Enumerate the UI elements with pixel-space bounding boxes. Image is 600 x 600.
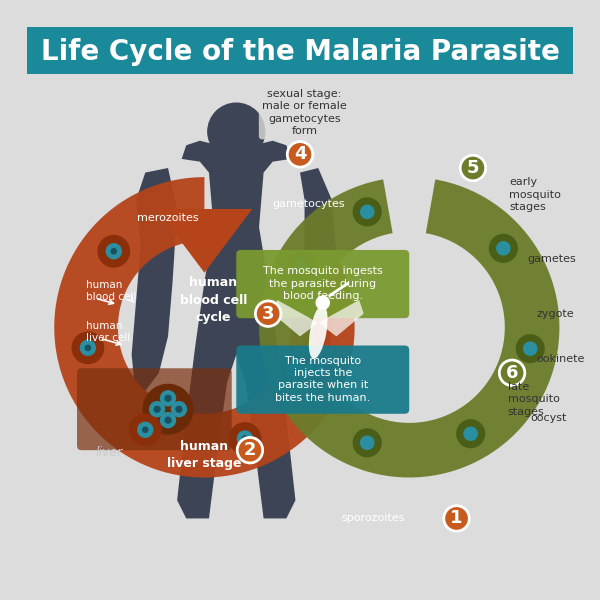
Circle shape — [207, 103, 265, 161]
Circle shape — [360, 436, 374, 450]
Circle shape — [353, 428, 382, 457]
Text: 2: 2 — [244, 441, 256, 459]
Polygon shape — [177, 141, 295, 518]
Polygon shape — [318, 300, 364, 337]
Polygon shape — [54, 177, 355, 478]
Circle shape — [171, 401, 187, 418]
FancyBboxPatch shape — [236, 250, 409, 318]
Circle shape — [237, 437, 263, 463]
Text: sporozoites: sporozoites — [341, 514, 404, 523]
Text: 6: 6 — [506, 364, 518, 382]
FancyBboxPatch shape — [236, 346, 409, 414]
Circle shape — [313, 364, 319, 371]
Text: 4: 4 — [294, 145, 306, 163]
Circle shape — [444, 506, 469, 531]
Circle shape — [129, 413, 161, 446]
Circle shape — [149, 401, 165, 418]
Circle shape — [360, 205, 374, 219]
Circle shape — [175, 406, 182, 413]
Circle shape — [288, 251, 317, 280]
FancyBboxPatch shape — [27, 27, 573, 74]
Circle shape — [71, 331, 104, 364]
Ellipse shape — [309, 305, 328, 359]
FancyBboxPatch shape — [77, 368, 232, 450]
Text: early
mosquito
stages: early mosquito stages — [509, 177, 561, 212]
Text: human
blood cell
cycle: human blood cell cycle — [180, 277, 247, 323]
Polygon shape — [259, 179, 559, 478]
Circle shape — [154, 406, 161, 413]
Circle shape — [137, 422, 154, 438]
Circle shape — [499, 360, 525, 386]
Circle shape — [164, 395, 172, 402]
Text: 5: 5 — [467, 159, 479, 177]
Circle shape — [523, 341, 538, 356]
Circle shape — [256, 301, 281, 326]
Circle shape — [515, 334, 545, 363]
Circle shape — [460, 155, 485, 181]
Text: human
liver stage: human liver stage — [167, 440, 242, 470]
Circle shape — [316, 295, 330, 310]
Text: late
mosquito
stages: late mosquito stages — [508, 382, 559, 417]
Polygon shape — [131, 168, 177, 391]
Circle shape — [229, 422, 261, 455]
Polygon shape — [272, 300, 318, 337]
FancyBboxPatch shape — [27, 74, 573, 573]
Text: Life Cycle of the Malaria Parasite: Life Cycle of the Malaria Parasite — [41, 38, 559, 67]
Text: liver: liver — [95, 446, 122, 458]
Circle shape — [143, 384, 194, 435]
Circle shape — [110, 248, 117, 254]
Circle shape — [242, 435, 248, 442]
Circle shape — [85, 344, 91, 351]
Circle shape — [160, 390, 176, 406]
Circle shape — [142, 427, 149, 433]
Circle shape — [106, 243, 122, 259]
Circle shape — [296, 259, 310, 273]
Circle shape — [299, 352, 332, 384]
Circle shape — [463, 427, 478, 441]
Text: oocyst: oocyst — [530, 413, 566, 424]
Circle shape — [160, 412, 176, 428]
Text: The mosquito ingests
the parasite during
blood feeding.: The mosquito ingests the parasite during… — [263, 266, 383, 301]
Text: 1: 1 — [451, 509, 463, 527]
Text: gametocytes: gametocytes — [273, 199, 346, 209]
Polygon shape — [300, 168, 337, 391]
Circle shape — [353, 197, 382, 226]
Text: merozoites: merozoites — [137, 213, 199, 223]
Text: human
liver cell: human liver cell — [86, 321, 130, 343]
Circle shape — [456, 419, 485, 448]
Circle shape — [80, 340, 96, 356]
Text: ookinete: ookinete — [536, 354, 585, 364]
Circle shape — [287, 142, 313, 167]
Text: sexual stage:
male or female
gametocytes
form: sexual stage: male or female gametocytes… — [262, 89, 347, 136]
Circle shape — [307, 359, 324, 376]
Text: gametes: gametes — [527, 254, 577, 264]
Circle shape — [237, 430, 253, 446]
Circle shape — [489, 234, 518, 263]
Circle shape — [286, 362, 301, 377]
Circle shape — [496, 241, 511, 256]
Polygon shape — [157, 209, 252, 272]
Text: human
blood cell: human blood cell — [86, 280, 136, 302]
Circle shape — [279, 355, 308, 384]
Circle shape — [164, 416, 172, 424]
Text: 3: 3 — [262, 305, 274, 323]
Text: zygote: zygote — [536, 308, 574, 319]
Circle shape — [97, 235, 130, 268]
Text: The mosquito
injects the
parasite when it
bites the human.: The mosquito injects the parasite when i… — [275, 356, 370, 403]
